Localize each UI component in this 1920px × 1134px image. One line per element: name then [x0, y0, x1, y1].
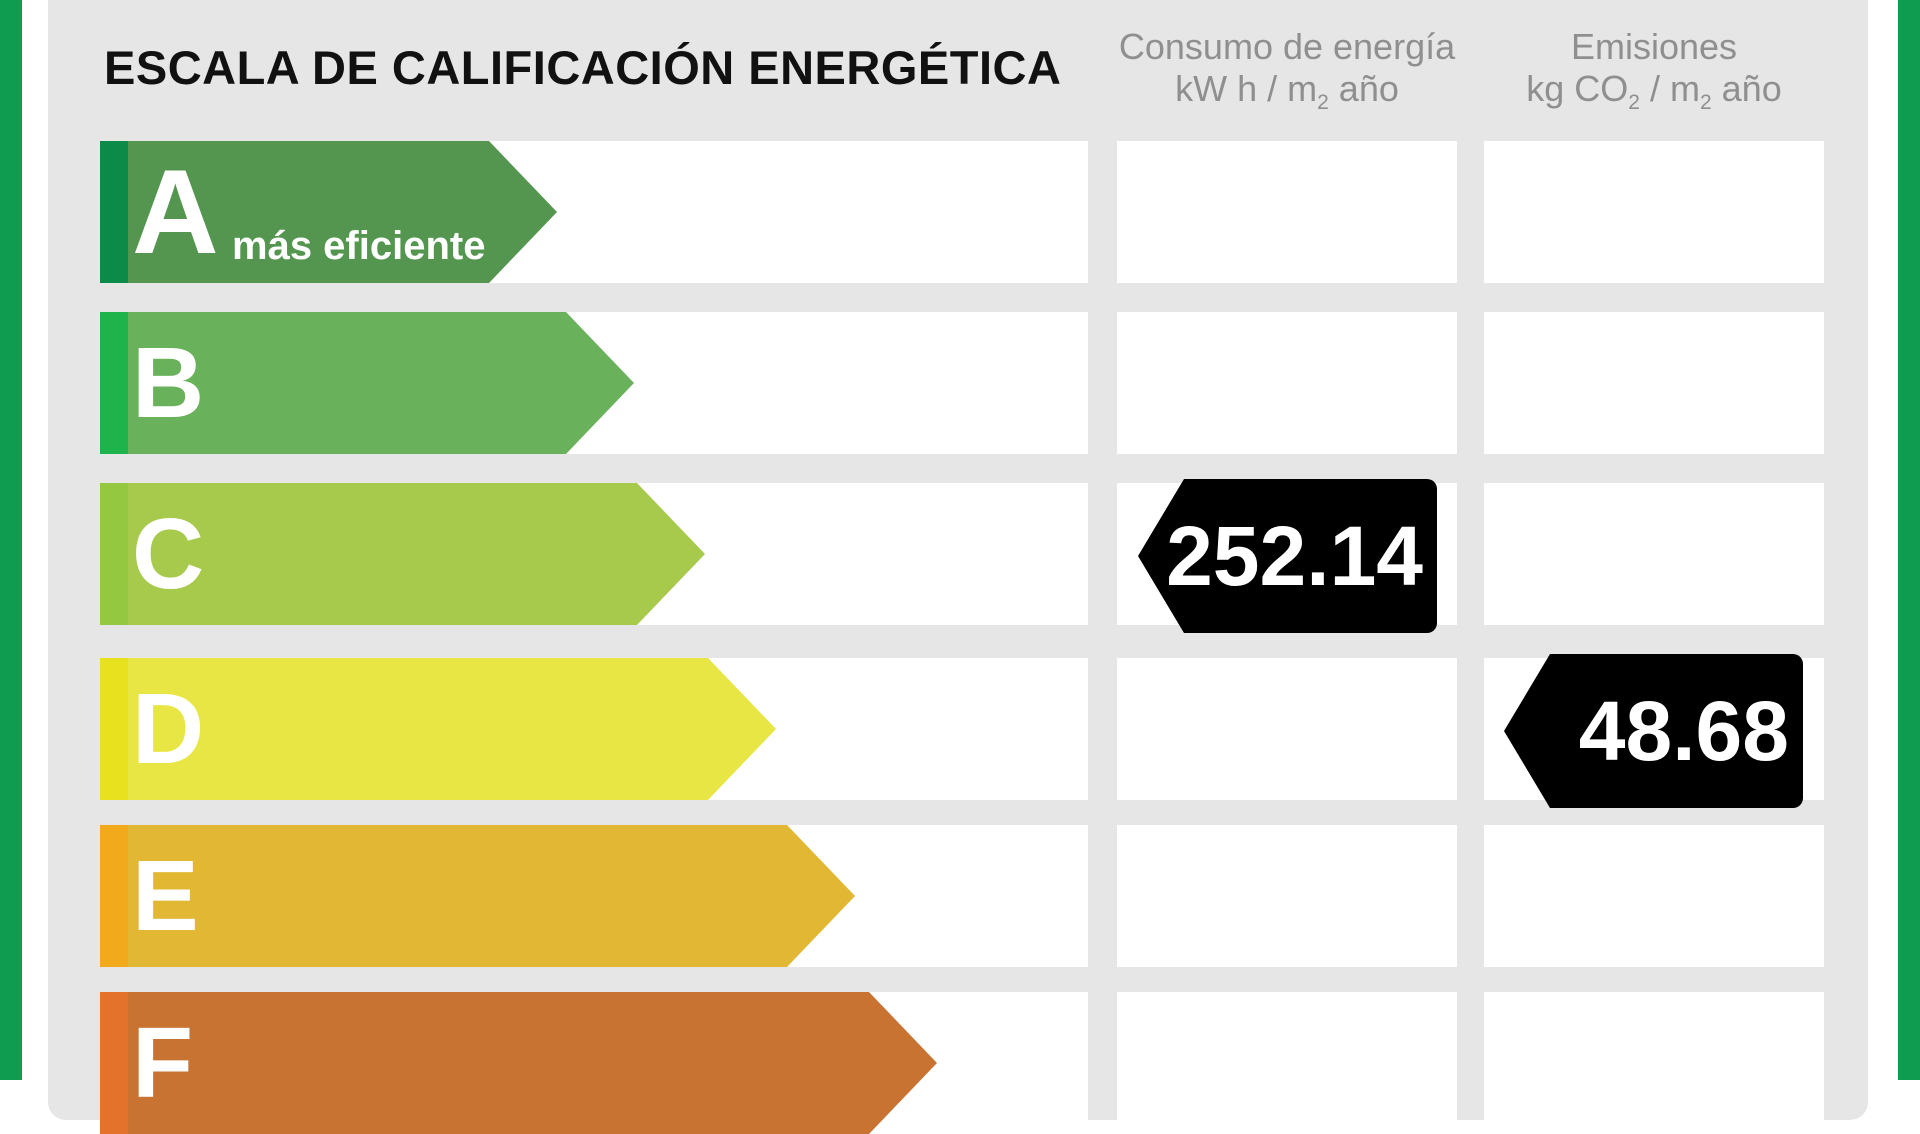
rating-strip-b [100, 312, 128, 454]
rating-letter-a: A [132, 145, 219, 279]
rating-strip-f [100, 992, 128, 1134]
rating-label-a: más eficiente [232, 224, 486, 268]
rating-letter-c: C [132, 498, 205, 610]
energy-cell-d [1117, 658, 1457, 800]
emissions-header-unit: kg CO2 / m2 año [1526, 68, 1782, 114]
rating-strip-c [100, 483, 128, 625]
emissions-cell-b [1484, 312, 1824, 454]
rating-letter-b: B [132, 327, 205, 439]
left-green-border [0, 0, 22, 1080]
energy-cell-e [1117, 825, 1457, 967]
energy-header-line1: Consumo de energía [1118, 26, 1456, 67]
rating-arrow-c: C [100, 483, 705, 625]
rating-strip-a [100, 141, 128, 283]
rating-arrow-f: F [100, 992, 937, 1134]
emissions-value: 48.68 [1578, 683, 1789, 778]
emissions-cell-c [1484, 483, 1824, 625]
rating-letter-e: E [132, 840, 199, 952]
energy-cell-f [1117, 992, 1457, 1134]
energy-value-marker: 252.14 [1138, 479, 1437, 633]
emissions-value-marker: 48.68 [1504, 654, 1803, 808]
emissions-cell-a [1484, 141, 1824, 283]
emissions-cell-f [1484, 992, 1824, 1134]
energy-cell-a [1117, 141, 1457, 283]
emissions-cell-e [1484, 825, 1824, 967]
emissions-header-line1: Emisiones [1570, 26, 1738, 67]
energy-cell-b [1117, 312, 1457, 454]
rating-arrow-b: B [100, 312, 634, 454]
rating-arrow-e: E [100, 825, 855, 967]
rating-arrow-a: A más eficiente [100, 141, 557, 283]
rating-arrow-d: D [100, 658, 776, 800]
right-green-border [1898, 0, 1920, 1080]
rating-letter-f: F [132, 1007, 194, 1119]
rating-strip-e [100, 825, 128, 967]
emissions-column-header: Emisiones kg CO2 / m2 año [1484, 26, 1824, 124]
energy-column-header: Consumo de energía kW h / m2 año [1117, 26, 1457, 124]
page-title: ESCALA DE CALIFICACIÓN ENERGÉTICA [104, 41, 1062, 94]
energy-value: 252.14 [1166, 508, 1423, 603]
rating-letter-d: D [132, 673, 205, 785]
rating-strip-d [100, 658, 128, 800]
energy-header-unit: kW h / m2 año [1175, 68, 1399, 114]
